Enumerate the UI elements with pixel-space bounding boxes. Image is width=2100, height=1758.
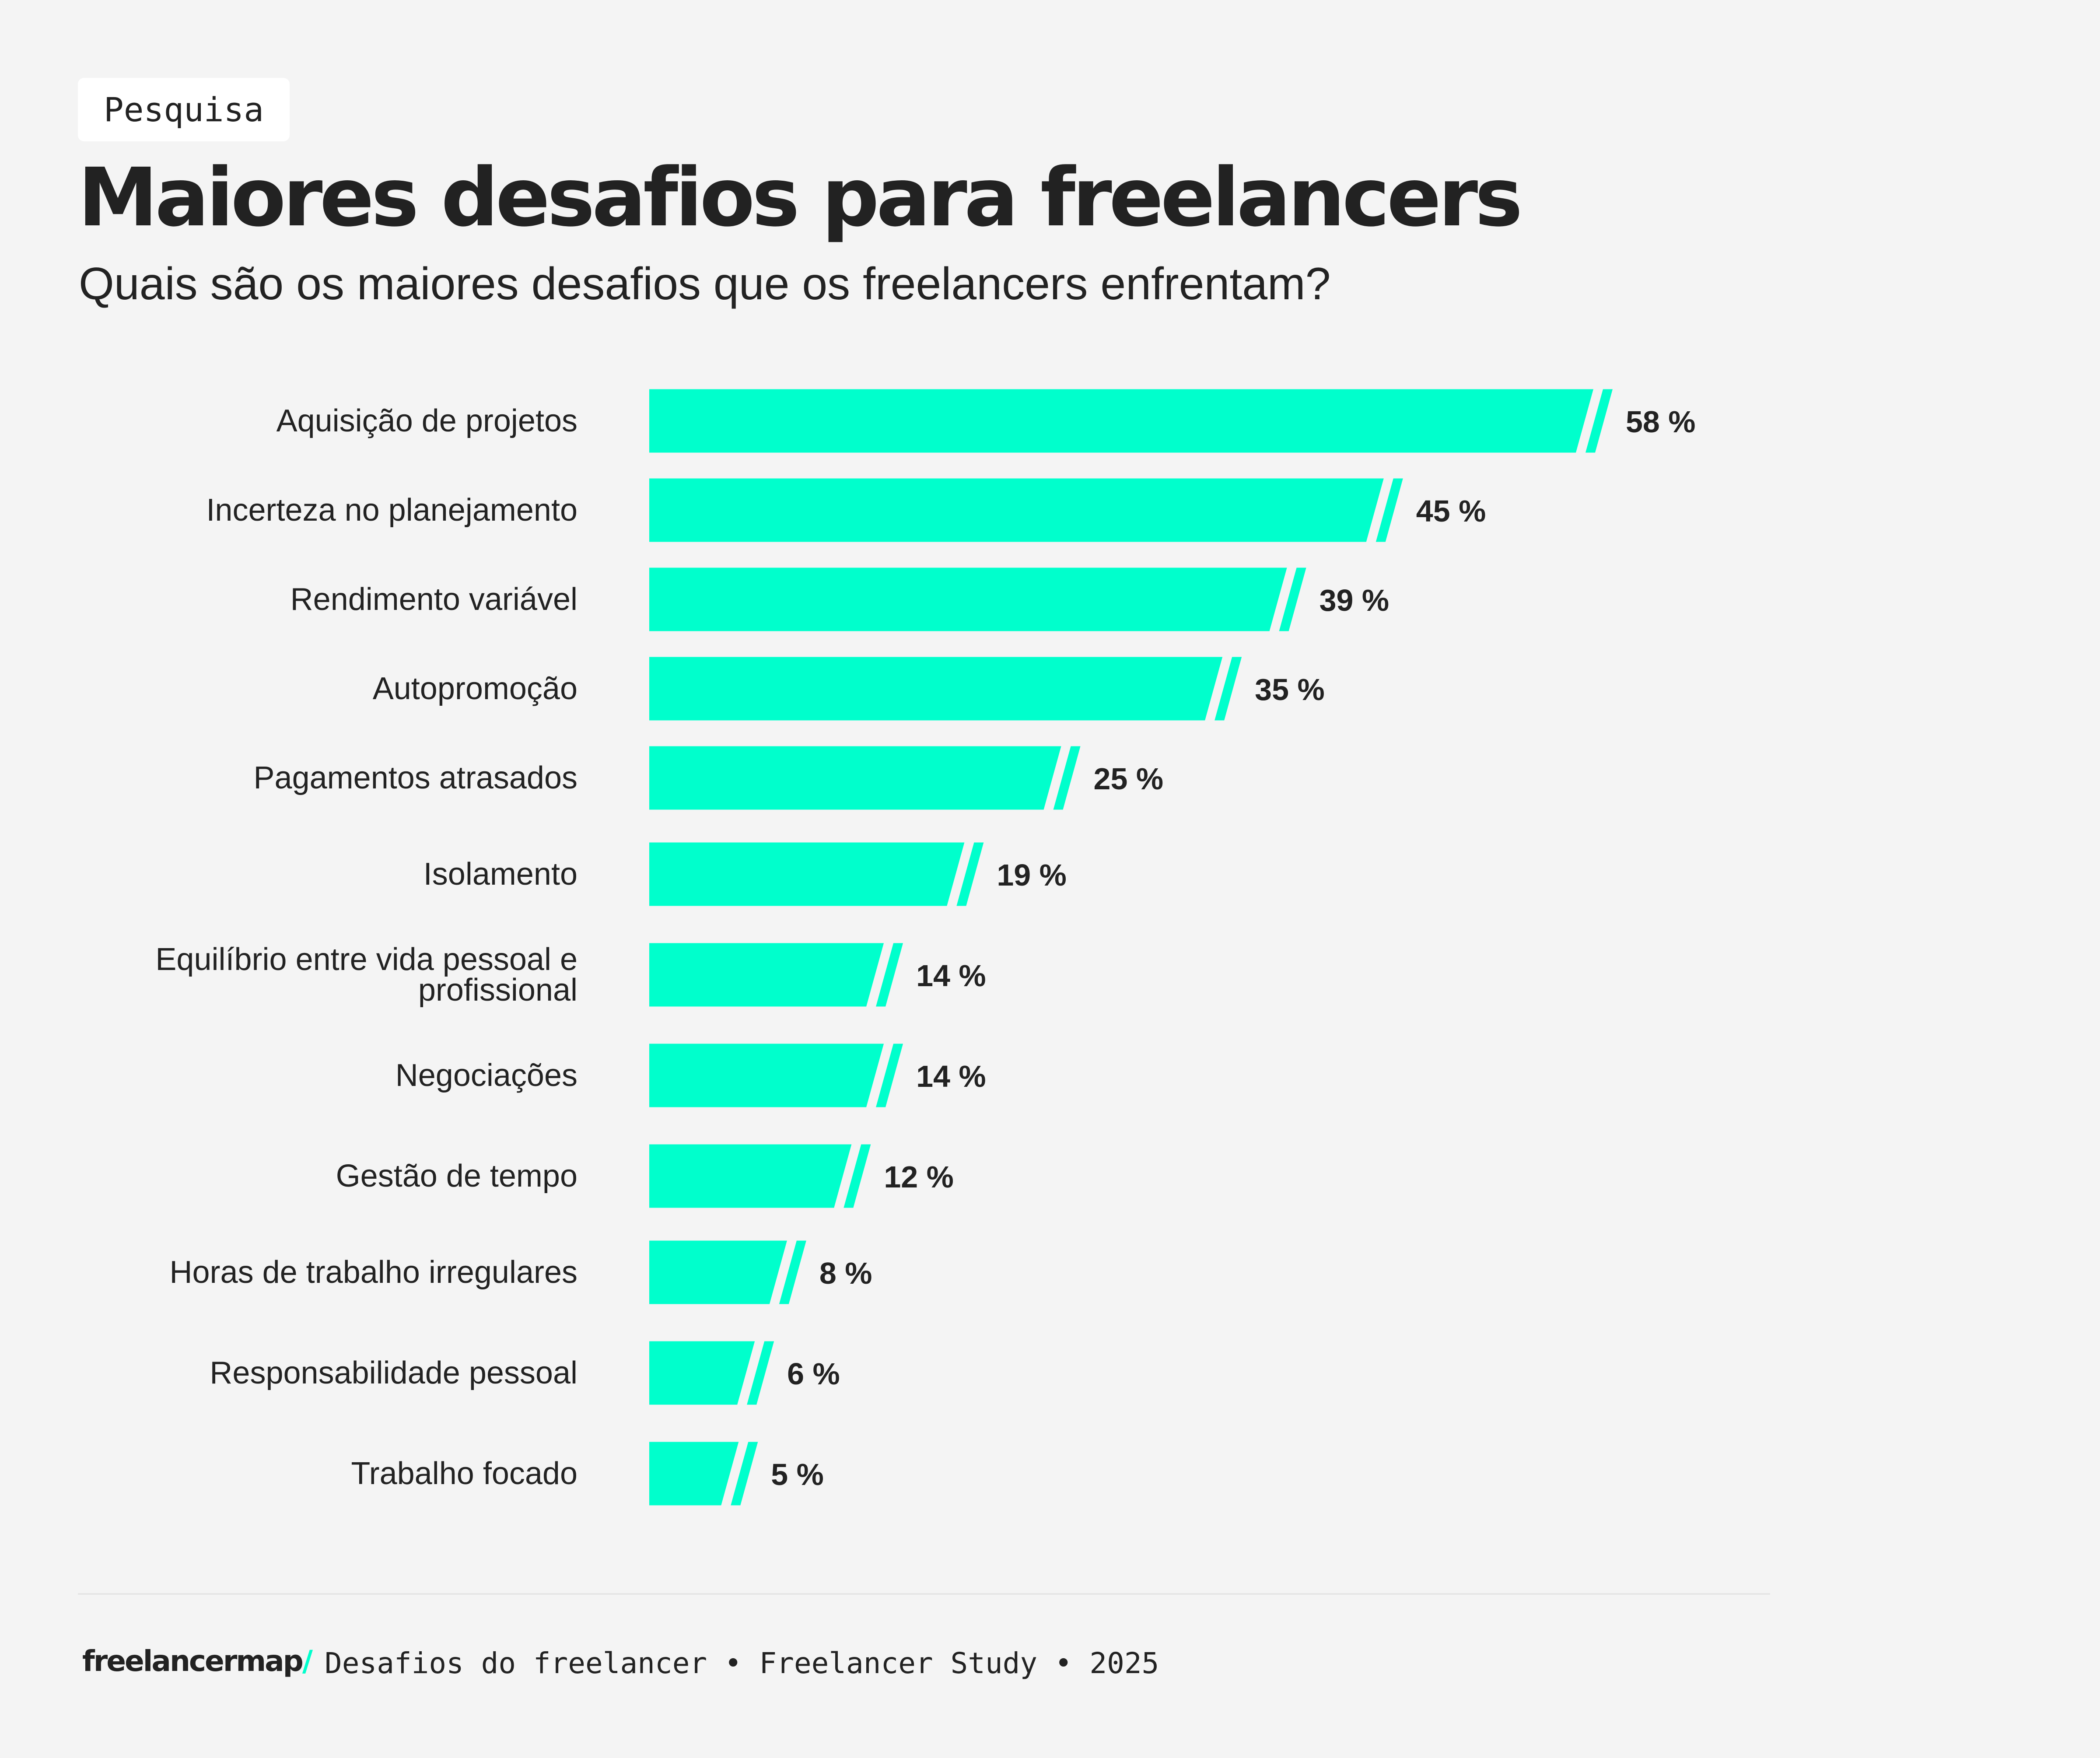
value-label: 35 % — [1255, 672, 1325, 707]
bar — [649, 1240, 787, 1304]
bar — [649, 657, 1223, 721]
bar-end-stripe — [1279, 567, 1306, 631]
bar-end-stripe — [1053, 746, 1081, 810]
footer-divider — [78, 1593, 1770, 1595]
value-label: 5 % — [771, 1457, 824, 1492]
category-label: Negociações — [396, 1058, 578, 1093]
bar-end-stripe — [956, 842, 984, 906]
value-label: 19 % — [997, 858, 1067, 892]
bar — [649, 1442, 739, 1506]
category-label: Isolamento — [424, 857, 578, 892]
bar — [649, 478, 1384, 542]
bar-end-stripe — [844, 1144, 871, 1208]
bar-end-stripe — [1214, 657, 1242, 721]
category-label: Trabalho focado — [351, 1456, 578, 1491]
bar — [649, 943, 884, 1007]
value-label: 14 % — [916, 1059, 986, 1093]
value-label: 25 % — [1094, 762, 1164, 796]
bar-end-stripe — [876, 943, 903, 1007]
category-label: Rendimento variável — [290, 582, 578, 617]
bar-end-stripe — [731, 1442, 758, 1506]
bar — [649, 746, 1061, 810]
value-label: 14 % — [916, 959, 986, 993]
category-label: Pagamentos atrasados — [254, 760, 578, 795]
value-label: 39 % — [1320, 583, 1390, 617]
bar-end-stripe — [1376, 478, 1403, 542]
value-label: 58 % — [1626, 405, 1696, 439]
value-label: 12 % — [884, 1160, 954, 1194]
chart-title: Maiores desafios para freelancers — [78, 151, 1523, 245]
category-label: Incerteza no planejamento — [206, 493, 578, 528]
bar-end-stripe — [747, 1341, 774, 1405]
bar — [649, 1341, 755, 1405]
value-label: 45 % — [1416, 494, 1486, 528]
chart-subtitle: Quais são os maiores desafios que os fre… — [79, 259, 1331, 309]
category-label: Gestão de tempo — [336, 1159, 578, 1194]
bar — [649, 1144, 852, 1208]
bar-end-stripe — [779, 1240, 806, 1304]
category-label: Responsabilidade pessoal — [210, 1355, 578, 1390]
category-label: Aquisição de projetos — [276, 403, 578, 438]
bar — [649, 567, 1287, 631]
footer-source: Desafios do freelancer • Freelancer Stud… — [325, 1646, 1159, 1680]
category-label: Horas de trabalho irregulares — [170, 1255, 578, 1290]
category-tag: Pesquisa — [78, 78, 290, 141]
category-label: Equilíbrio entre vida pessoal e profissio… — [155, 942, 578, 1008]
value-label: 6 % — [787, 1357, 840, 1391]
value-label: 8 % — [819, 1256, 872, 1290]
brand-logo: freelancermap/ — [82, 1644, 313, 1678]
bar — [649, 389, 1593, 453]
bar-end-stripe — [1586, 389, 1613, 453]
bar — [649, 1044, 884, 1107]
bar — [649, 842, 965, 906]
category-label: Autopromoção — [373, 671, 578, 706]
bar-end-stripe — [876, 1044, 903, 1107]
